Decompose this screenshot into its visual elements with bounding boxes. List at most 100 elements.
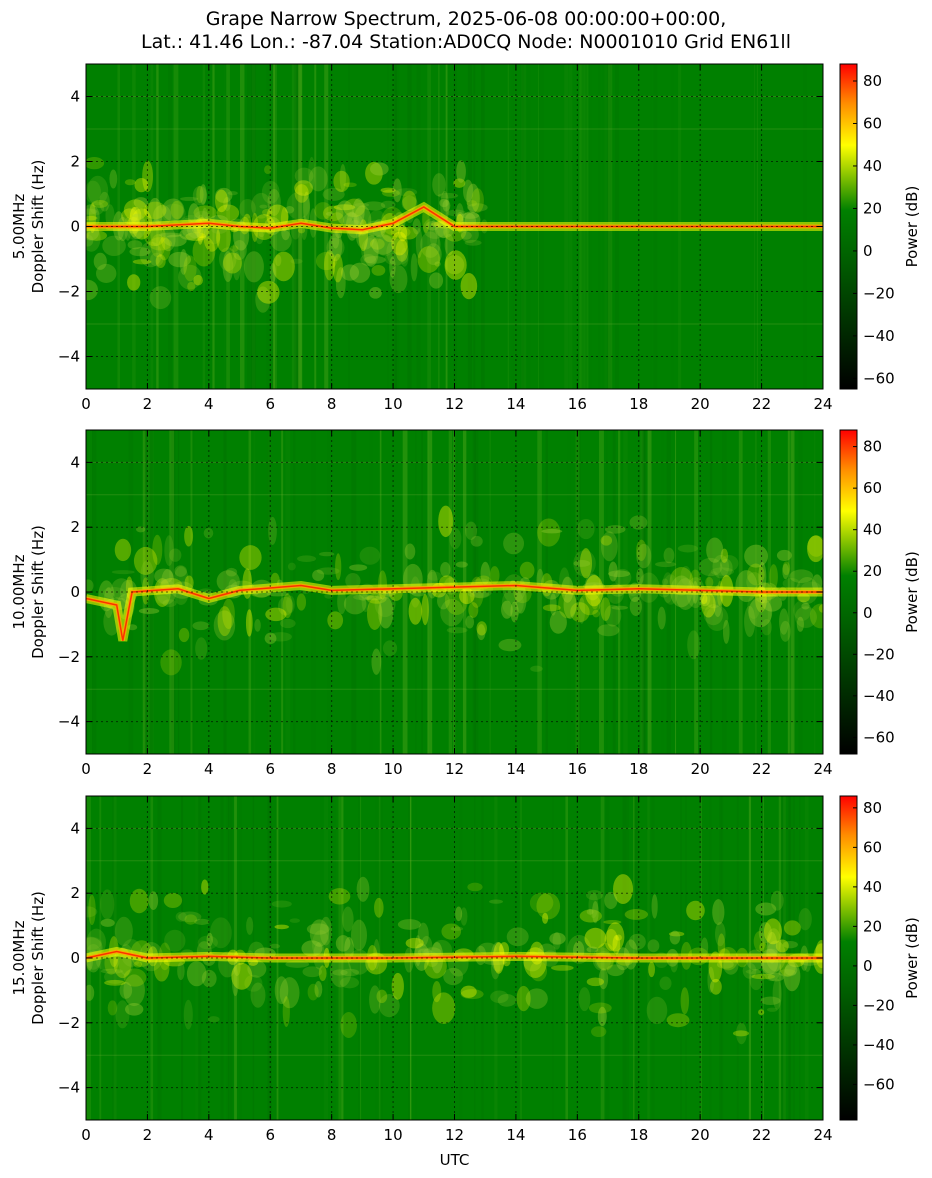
- colorbar: [839, 63, 858, 390]
- spectrogram-spread: [606, 922, 625, 952]
- spectrogram-spread: [246, 916, 254, 935]
- spectrogram-spread: [245, 609, 253, 637]
- spectrogram-spread: [778, 969, 797, 977]
- x-tick-label: 14: [506, 395, 525, 413]
- colorbar-tick-label: 60: [863, 838, 882, 856]
- spectrogram-spread: [264, 632, 277, 644]
- spectrogram-spread: [308, 156, 316, 189]
- x-tick-label: 2: [143, 395, 153, 413]
- spectrogram-spread: [536, 892, 561, 920]
- spectrogram-spread: [577, 518, 595, 540]
- spectrogram-spread: [784, 964, 798, 976]
- spectrogram-spread: [421, 594, 429, 626]
- spectrogram-spread: [370, 162, 389, 176]
- spectrogram-spread: [222, 251, 234, 283]
- spectrogram-spread: [364, 595, 383, 601]
- spectrogram-spread: [346, 212, 356, 218]
- spectrogram-spread: [219, 247, 237, 272]
- spectrogram-spread: [420, 231, 441, 258]
- spectrogram-spread: [551, 964, 574, 971]
- spectrogram-spread: [296, 593, 307, 611]
- spectrogram-spread: [588, 892, 599, 919]
- spectrogram-spread: [127, 229, 142, 240]
- spectrogram-spread: [134, 177, 149, 193]
- spectrogram-spread: [86, 279, 98, 301]
- spectrogram-spread: [807, 535, 823, 563]
- spectrogram-spread: [231, 962, 253, 990]
- spectrogram-spread: [257, 280, 280, 304]
- spectrogram-spread: [438, 505, 454, 538]
- spectrogram-spread: [578, 597, 586, 624]
- spectrogram-spread: [659, 976, 672, 990]
- x-tick-label: 0: [81, 1126, 91, 1144]
- colorbar-tick-label: 60: [863, 114, 882, 132]
- spectrogram-spread: [467, 882, 483, 892]
- spectrogram-spread: [119, 981, 133, 999]
- spectrogram-spread: [705, 605, 729, 631]
- spectrogram-spread: [603, 920, 622, 925]
- spectrogram-spread: [168, 251, 192, 268]
- spectrogram-spread: [322, 187, 345, 201]
- spectrogram-spread: [150, 234, 166, 258]
- spectrogram-spread: [239, 545, 262, 570]
- spectrogram-spread: [648, 961, 656, 978]
- spectrogram-spread: [755, 902, 777, 916]
- spectrogram-spread: [184, 914, 198, 925]
- y-tick-label: 4: [70, 453, 80, 471]
- spectrogram-spread: [701, 592, 716, 618]
- spectrogram-spread: [760, 996, 781, 1005]
- spectrogram-spread: [807, 535, 823, 557]
- spectrogram-spread: [549, 593, 557, 616]
- spectrogram-spread: [206, 932, 213, 947]
- spectrogram-spread: [455, 906, 463, 922]
- spectrogram-spread: [294, 180, 313, 196]
- spectrogram-spread: [719, 558, 733, 577]
- spectrogram-spread: [269, 263, 277, 283]
- spectrogram-spread: [579, 548, 593, 579]
- spectrogram-spread: [282, 996, 290, 1028]
- spectrogram-spread: [328, 888, 351, 905]
- spectrogram-spread: [558, 590, 577, 619]
- x-tick-label: 0: [81, 395, 91, 413]
- spectrogram-spread: [128, 207, 145, 218]
- y-tick-label: 2: [70, 884, 80, 902]
- spectrogram-spread: [371, 264, 386, 276]
- spectrogram-spread: [183, 255, 197, 282]
- x-axis-label: UTC: [440, 1151, 470, 1169]
- spectrogram-spread: [345, 573, 361, 589]
- spectrogram-spread: [363, 255, 386, 264]
- colorbar-tick-label: −20: [863, 284, 895, 302]
- spectrogram-spread: [732, 1030, 750, 1037]
- spectrogram-spread: [86, 215, 98, 221]
- spectrogram-spread: [161, 203, 186, 224]
- x-tick-label: 8: [327, 1126, 337, 1144]
- spectrogram-spread: [542, 912, 549, 924]
- spectrogram-spread: [177, 962, 185, 981]
- spectrogram-spread: [761, 618, 772, 636]
- spectrogram-spread: [91, 199, 109, 208]
- spectrogram-spread: [251, 192, 272, 219]
- spectrogram-spread: [279, 977, 300, 1009]
- figure-title-line2: Lat.: 41.46 Lon.: -87.04 Station:AD0CQ N…: [141, 31, 791, 53]
- spectrogram-spread: [439, 198, 449, 208]
- spectrogram-spread: [142, 160, 153, 193]
- spectrogram-spread: [214, 189, 228, 213]
- spectrogram-spread: [158, 236, 171, 261]
- spectrogram-spread: [700, 937, 709, 957]
- spectrogram-spread: [437, 192, 459, 199]
- spectrogram-spread: [312, 569, 325, 582]
- spectrogram-spread: [415, 228, 423, 258]
- spectrogram-spread: [404, 543, 416, 560]
- spectrogram-spread: [427, 571, 442, 581]
- spectrogram-spread: [753, 930, 766, 952]
- spectrogram-spread: [153, 204, 172, 227]
- spectrogram-spread: [530, 665, 543, 672]
- y-axis-label-frequency: 10.00MHz: [10, 554, 28, 629]
- spectrogram-spread: [352, 198, 365, 226]
- spectrogram-spread: [395, 239, 409, 262]
- spectrogram-spread: [353, 594, 375, 601]
- spectrogram-spread: [746, 572, 763, 592]
- spectrogram-spread: [782, 561, 791, 576]
- y-axis-label-frequency: 5.00MHz: [10, 194, 28, 260]
- spectrogram-spread: [698, 557, 723, 577]
